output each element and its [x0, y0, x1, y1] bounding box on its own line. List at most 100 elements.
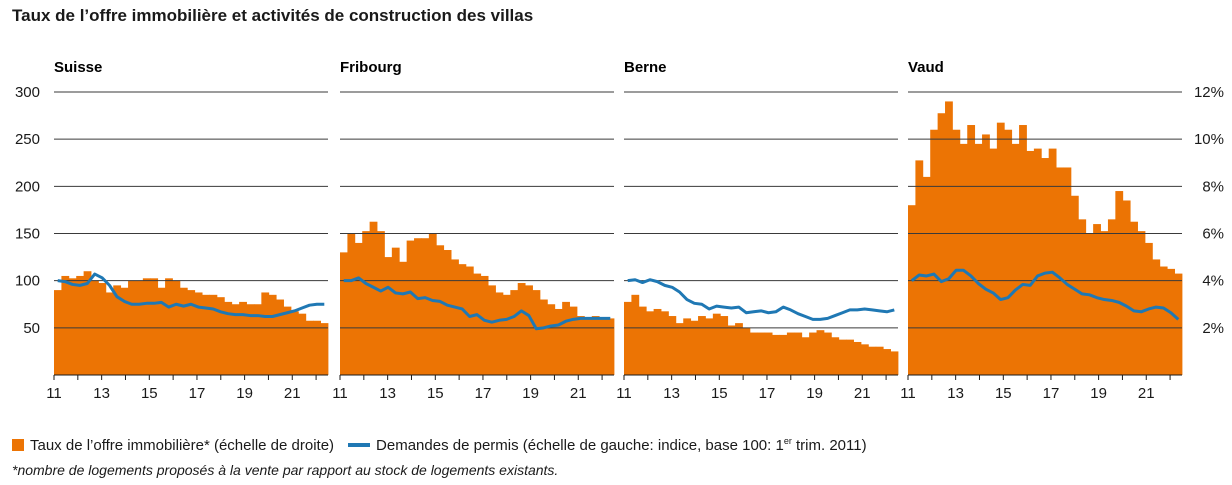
footnote: *nombre de logements proposés à la vente… [12, 462, 559, 478]
y-left-tick-label: 200 [15, 178, 40, 195]
bar [369, 221, 378, 375]
x-tick-label: 13 [93, 385, 110, 402]
bar [846, 339, 854, 376]
x-tick-label: 17 [759, 385, 776, 402]
bar [157, 287, 166, 375]
panel-fribourg: Fribourg 11 13 15 17 19 21 [332, 59, 615, 402]
bar [354, 242, 363, 375]
bar [945, 101, 953, 376]
x-tick-label: 15 [995, 385, 1012, 402]
bar [414, 238, 422, 375]
bar [391, 247, 400, 375]
bar [809, 332, 817, 375]
x-tick-label: 19 [1090, 385, 1107, 402]
bar [838, 339, 847, 376]
bar [246, 304, 255, 375]
bar [591, 316, 600, 375]
bar [1070, 195, 1079, 375]
bar [569, 306, 578, 375]
bar [801, 337, 810, 375]
bar [61, 275, 70, 375]
bar [239, 301, 247, 375]
bar [165, 278, 173, 375]
bar [142, 278, 151, 375]
bar [668, 316, 677, 375]
y-right-tick-label: 2% [1202, 320, 1224, 337]
bar [831, 337, 840, 375]
bar [698, 316, 706, 375]
bar [539, 299, 548, 375]
line-series [910, 268, 1180, 321]
bar [276, 299, 284, 375]
x-tick-label: 15 [141, 385, 158, 402]
x-tick-label: 21 [284, 385, 301, 402]
bar [68, 278, 77, 375]
bar [930, 129, 939, 375]
bar [1152, 259, 1161, 375]
bar [974, 143, 983, 375]
bar [517, 283, 526, 375]
bar [1033, 148, 1042, 375]
bar [554, 308, 563, 375]
x-tick-label: 11 [332, 385, 348, 402]
bar [1159, 266, 1168, 375]
bar [120, 287, 129, 375]
bar [1130, 221, 1138, 375]
bar [209, 294, 218, 375]
bar [1115, 191, 1124, 375]
bar [631, 294, 640, 375]
bar [261, 292, 270, 375]
x-tick-label: 17 [1043, 385, 1060, 402]
bar [705, 318, 714, 375]
y-left-tick-label: 250 [15, 131, 40, 148]
x-tick-label: 17 [189, 385, 206, 402]
bar [794, 332, 803, 375]
bar [194, 292, 203, 375]
bar [952, 129, 961, 375]
bar [473, 273, 482, 375]
x-tick-label: 17 [475, 385, 492, 402]
bar [480, 275, 489, 375]
bar [340, 252, 348, 375]
bar [1048, 148, 1057, 375]
x-tick-label: 21 [570, 385, 587, 402]
bar [1122, 200, 1131, 375]
bar [720, 316, 729, 375]
bar [458, 264, 467, 375]
bar [216, 297, 225, 375]
legend-line-swatch [348, 443, 371, 447]
bar [76, 275, 85, 375]
bar [646, 311, 655, 375]
panel-title: Suisse [54, 59, 102, 76]
legend-bar-label: Taux de l’offre immobilière* (échelle de… [30, 436, 335, 454]
bar [727, 325, 736, 375]
line-series [627, 278, 895, 321]
bar [532, 290, 541, 375]
line-series [343, 276, 611, 331]
panel-berne: Berne 11 13 15 17 19 21 [616, 59, 899, 402]
bar [436, 245, 445, 375]
x-tick-label: 11 [46, 385, 62, 402]
panel-title: Berne [624, 59, 667, 76]
bar [779, 334, 788, 375]
x-tick-label: 15 [711, 385, 728, 402]
bar [320, 323, 329, 375]
x-tick-label: 19 [522, 385, 539, 402]
x-tick-label: 13 [947, 385, 964, 402]
bar [875, 346, 884, 375]
chart-area: Suisse 11 13 15 17 19 21 50 100 150 200 250 300 Fribo… [15, 59, 1224, 402]
bar [937, 113, 946, 375]
bar [179, 287, 188, 375]
bar [576, 316, 585, 375]
bar [1011, 143, 1020, 375]
x-tick-label: 15 [427, 385, 444, 402]
bar [584, 318, 593, 375]
bar [915, 160, 924, 375]
bar [823, 332, 832, 375]
bar [967, 125, 976, 376]
bar [384, 257, 393, 375]
bar [1004, 129, 1013, 375]
bar [547, 304, 556, 375]
bar [502, 294, 511, 375]
bar [989, 148, 998, 375]
